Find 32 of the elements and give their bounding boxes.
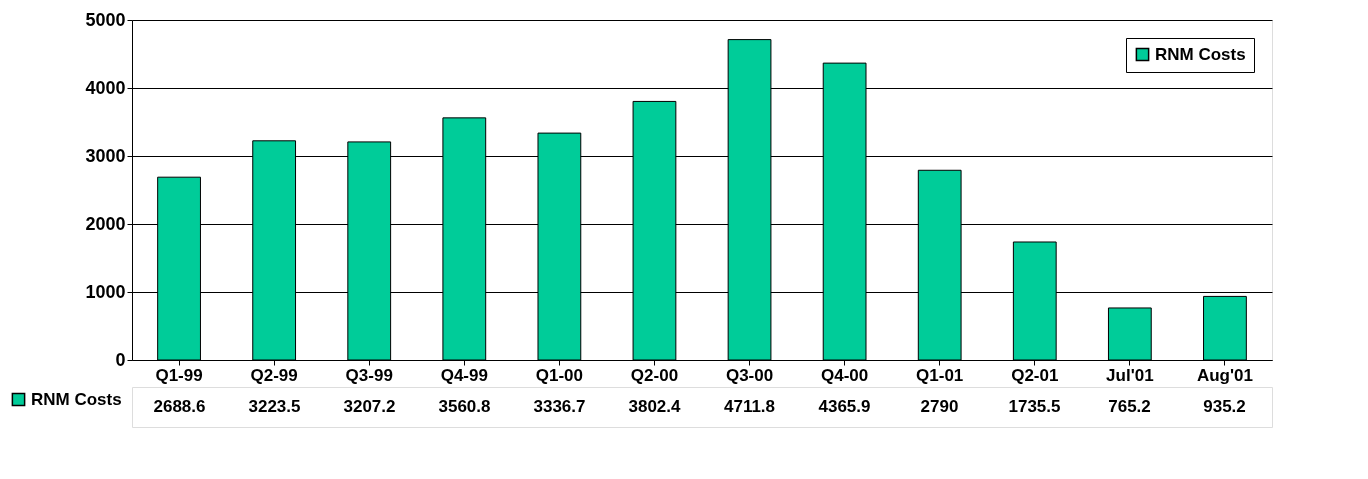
y-tick-label: 2000 xyxy=(85,213,126,234)
x-tick-label: Q4-99 xyxy=(440,365,488,385)
data-label: 4365.9 xyxy=(818,397,871,416)
x-tick-label: Jul'01 xyxy=(1106,365,1154,385)
data-label: 2688.6 xyxy=(153,397,206,416)
y-tick-label: 5000 xyxy=(85,9,126,30)
data-label: 1735.5 xyxy=(1008,397,1061,416)
data-label: 3223.5 xyxy=(248,397,301,416)
x-tick-label: Q1-99 xyxy=(155,365,203,385)
data-label: 3336.7 xyxy=(533,397,586,416)
x-tick-label: Q2-00 xyxy=(630,365,679,385)
y-tick-label: 4000 xyxy=(85,77,126,98)
x-tick-label: Q1-01 xyxy=(916,365,964,385)
data-label: 935.2 xyxy=(1203,397,1246,416)
data-label: 3207.2 xyxy=(343,397,396,416)
x-tick-label: Q3-00 xyxy=(725,365,774,385)
data-label: 2790 xyxy=(920,397,959,416)
x-tick-label: Aug'01 xyxy=(1196,365,1253,385)
x-tick-label: Q2-01 xyxy=(1011,365,1059,385)
x-tick-label: Q3-99 xyxy=(345,365,393,385)
data-label: 4711.8 xyxy=(723,397,776,416)
legend-label: RNM Costs xyxy=(1155,44,1246,64)
y-tick-label: 3000 xyxy=(85,145,126,166)
y-tick-label: 0 xyxy=(115,349,126,370)
x-tick-label: Q1-00 xyxy=(535,365,584,385)
data-label: 765.2 xyxy=(1108,397,1151,416)
data-label: 3802.4 xyxy=(628,397,682,416)
x-tick-label: Q4-00 xyxy=(820,365,869,385)
x-tick-label: Q2-99 xyxy=(250,365,298,385)
data-label: 3560.8 xyxy=(438,397,491,416)
text: RNM Costs xyxy=(31,389,122,409)
y-tick-label: 1000 xyxy=(85,281,126,302)
